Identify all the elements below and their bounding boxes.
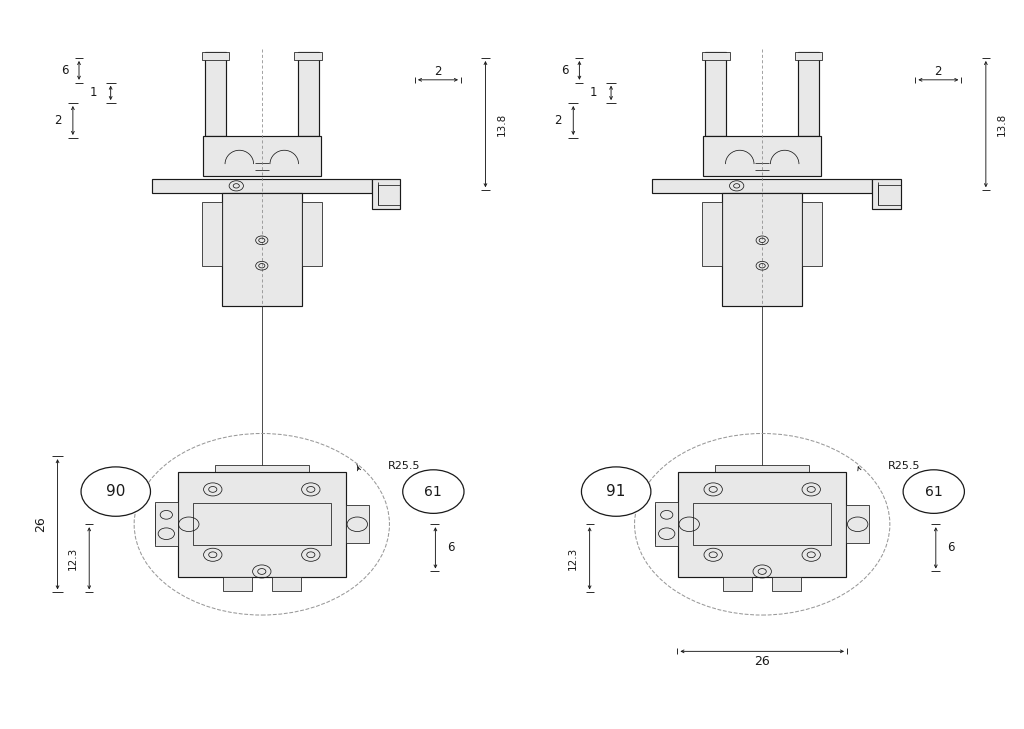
Bar: [722, 193, 802, 306]
Circle shape: [402, 469, 464, 513]
Bar: [222, 193, 302, 306]
Bar: [203, 136, 321, 176]
Circle shape: [81, 467, 151, 516]
Bar: [879, 185, 900, 206]
Bar: [215, 464, 309, 480]
Text: 1: 1: [590, 87, 597, 99]
Bar: [298, 52, 319, 136]
Bar: [723, 577, 752, 591]
Text: 6: 6: [561, 64, 569, 77]
Bar: [205, 52, 226, 136]
Bar: [802, 202, 822, 267]
Text: 90: 90: [106, 484, 126, 499]
Bar: [772, 577, 801, 591]
Text: 2: 2: [54, 114, 61, 127]
Bar: [346, 505, 369, 543]
Text: 1: 1: [89, 87, 97, 99]
Bar: [155, 505, 177, 543]
Text: R25.5: R25.5: [387, 461, 420, 471]
Bar: [302, 202, 323, 267]
Text: 6: 6: [947, 542, 954, 554]
Bar: [703, 136, 821, 176]
Text: 2: 2: [434, 66, 441, 78]
Bar: [155, 502, 177, 546]
Bar: [872, 179, 900, 209]
Text: 91: 91: [606, 484, 626, 499]
Bar: [652, 179, 872, 193]
Bar: [798, 52, 819, 136]
Bar: [678, 472, 847, 577]
Bar: [193, 503, 331, 545]
Text: 2: 2: [935, 66, 942, 78]
Text: 12.3: 12.3: [68, 547, 78, 570]
Text: R25.5: R25.5: [888, 461, 921, 471]
Bar: [177, 472, 346, 577]
Bar: [202, 52, 229, 61]
Text: 6: 6: [447, 542, 455, 554]
Bar: [655, 502, 678, 546]
Bar: [701, 202, 722, 267]
Text: 61: 61: [425, 485, 442, 499]
Bar: [223, 577, 252, 591]
Text: 12.3: 12.3: [568, 547, 579, 570]
Circle shape: [903, 469, 965, 513]
Bar: [795, 52, 822, 61]
Bar: [715, 464, 809, 480]
Text: 26: 26: [34, 516, 47, 532]
Bar: [705, 52, 726, 136]
Text: 26: 26: [755, 655, 770, 668]
Text: 2: 2: [554, 114, 562, 127]
Text: 13.8: 13.8: [497, 112, 507, 136]
Bar: [847, 505, 869, 543]
Bar: [295, 52, 323, 61]
Text: 6: 6: [61, 64, 69, 77]
Bar: [202, 202, 222, 267]
Bar: [378, 185, 400, 206]
Bar: [693, 503, 831, 545]
Bar: [372, 179, 400, 209]
Bar: [152, 179, 372, 193]
Bar: [655, 505, 678, 543]
Bar: [701, 52, 729, 61]
Text: 13.8: 13.8: [997, 112, 1008, 136]
Bar: [272, 577, 301, 591]
Text: 61: 61: [925, 485, 943, 499]
Circle shape: [582, 467, 651, 516]
